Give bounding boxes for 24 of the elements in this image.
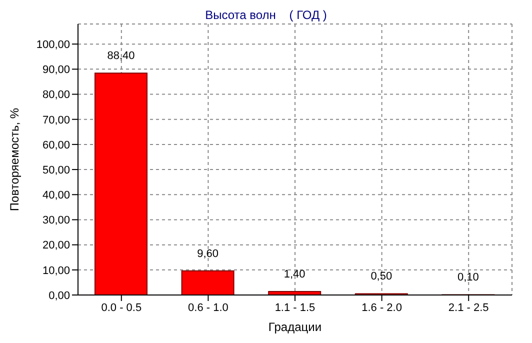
x-tick-label: 0.0 - 0.5 <box>101 302 142 314</box>
y-tick-label: 20,00 <box>42 240 70 252</box>
y-tick-label: 0,00 <box>48 290 70 302</box>
x-tick-label: 1.1 - 1.5 <box>274 302 316 314</box>
y-axis-title: Повторяемость, % <box>7 108 22 212</box>
x-tick-label: 1.6 - 2.0 <box>362 302 402 314</box>
y-tick-label: 40,00 <box>42 190 70 202</box>
y-tick-label: 80,00 <box>42 89 70 102</box>
data-label: 88,40 <box>107 50 135 62</box>
y-tick-label: 30,00 <box>42 214 70 227</box>
x-tick-label: 2.1 - 2.5 <box>448 302 489 314</box>
data-label: 0,50 <box>370 270 392 283</box>
y-tick-label: 90,00 <box>42 64 70 76</box>
y-tick-label: 50,00 <box>42 164 70 176</box>
chart-title: Высота волн ( ГОД ) <box>204 8 328 22</box>
x-axis-title: Градации <box>268 320 322 334</box>
y-tick-label: 100,00 <box>36 38 70 51</box>
data-label: 0,10 <box>457 272 479 284</box>
data-label: 9,60 <box>197 248 219 260</box>
y-tick-label: 70,00 <box>42 114 70 126</box>
y-tick-label: 60,00 <box>42 139 70 152</box>
y-tick-label: 10,00 <box>42 264 70 277</box>
x-tick-label: 0.6 - 1.0 <box>188 302 228 314</box>
data-label: 1,40 <box>284 268 306 280</box>
